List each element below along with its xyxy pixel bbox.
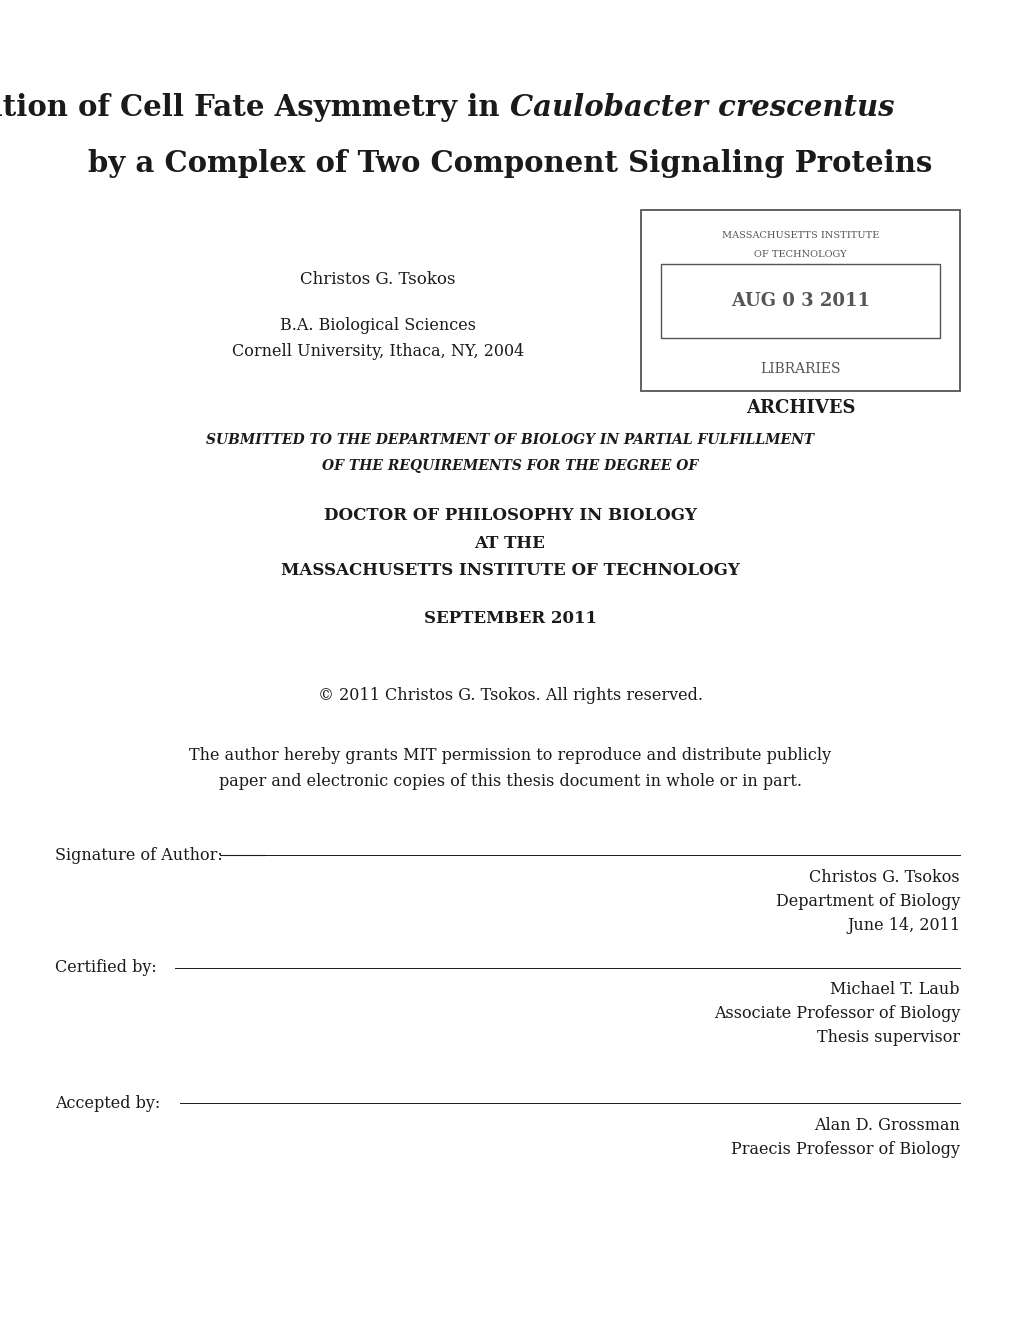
Text: Cornell University, Ithaca, NY, 2004: Cornell University, Ithaca, NY, 2004 bbox=[231, 343, 524, 360]
Text: Christos G. Tsokos: Christos G. Tsokos bbox=[809, 869, 959, 886]
Text: MASSACHUSETTS INSTITUTE: MASSACHUSETTS INSTITUTE bbox=[721, 231, 878, 240]
Text: DOCTOR OF PHILOSOPHY IN BIOLOGY: DOCTOR OF PHILOSOPHY IN BIOLOGY bbox=[323, 507, 696, 524]
Text: AUG 0 3 2011: AUG 0 3 2011 bbox=[731, 292, 869, 309]
Text: LIBRARIES: LIBRARIES bbox=[759, 362, 840, 376]
Text: The author hereby grants MIT permission to reproduce and distribute publicly: The author hereby grants MIT permission … bbox=[189, 747, 830, 763]
Text: Associate Professor of Biology: Associate Professor of Biology bbox=[713, 1006, 959, 1023]
Text: June 14, 2011: June 14, 2011 bbox=[846, 916, 959, 933]
Text: © 2011 Christos G. Tsokos. All rights reserved.: © 2011 Christos G. Tsokos. All rights re… bbox=[317, 686, 702, 704]
Text: Praecis Professor of Biology: Praecis Professor of Biology bbox=[731, 1140, 959, 1158]
Text: Michael T. Laub: Michael T. Laub bbox=[829, 982, 959, 998]
Text: Regulation of Cell Fate Asymmetry in: Regulation of Cell Fate Asymmetry in bbox=[0, 94, 510, 123]
Text: Accepted by:: Accepted by: bbox=[55, 1094, 160, 1111]
Text: AT THE: AT THE bbox=[474, 535, 545, 552]
Text: paper and electronic copies of this thesis document in whole or in part.: paper and electronic copies of this thes… bbox=[218, 774, 801, 791]
Text: Thesis supervisor: Thesis supervisor bbox=[816, 1030, 959, 1047]
Text: B.A. Biological Sciences: B.A. Biological Sciences bbox=[280, 317, 476, 334]
Text: ARCHIVES: ARCHIVES bbox=[745, 399, 854, 417]
Text: OF TECHNOLOGY: OF TECHNOLOGY bbox=[753, 249, 846, 259]
Text: Christos G. Tsokos: Christos G. Tsokos bbox=[300, 272, 455, 289]
Text: SUBMITTED TO THE DEPARTMENT OF BIOLOGY IN PARTIAL FULFILLMENT: SUBMITTED TO THE DEPARTMENT OF BIOLOGY I… bbox=[206, 433, 813, 447]
Text: Signature of Author:: Signature of Author: bbox=[55, 846, 222, 863]
Text: OF THE REQUIREMENTS FOR THE DEGREE OF: OF THE REQUIREMENTS FOR THE DEGREE OF bbox=[322, 459, 697, 473]
Text: Department of Biology: Department of Biology bbox=[774, 892, 959, 909]
Text: Certified by:: Certified by: bbox=[55, 960, 157, 977]
Bar bbox=[660, 264, 940, 338]
Text: by a Complex of Two Component Signaling Proteins: by a Complex of Two Component Signaling … bbox=[88, 149, 931, 177]
Text: Caulobacter crescentus: Caulobacter crescentus bbox=[510, 94, 894, 123]
Text: Alan D. Grossman: Alan D. Grossman bbox=[813, 1117, 959, 1134]
Text: MASSACHUSETTS INSTITUTE OF TECHNOLOGY: MASSACHUSETTS INSTITUTE OF TECHNOLOGY bbox=[280, 561, 739, 578]
Text: SEPTEMBER 2011: SEPTEMBER 2011 bbox=[423, 610, 596, 627]
